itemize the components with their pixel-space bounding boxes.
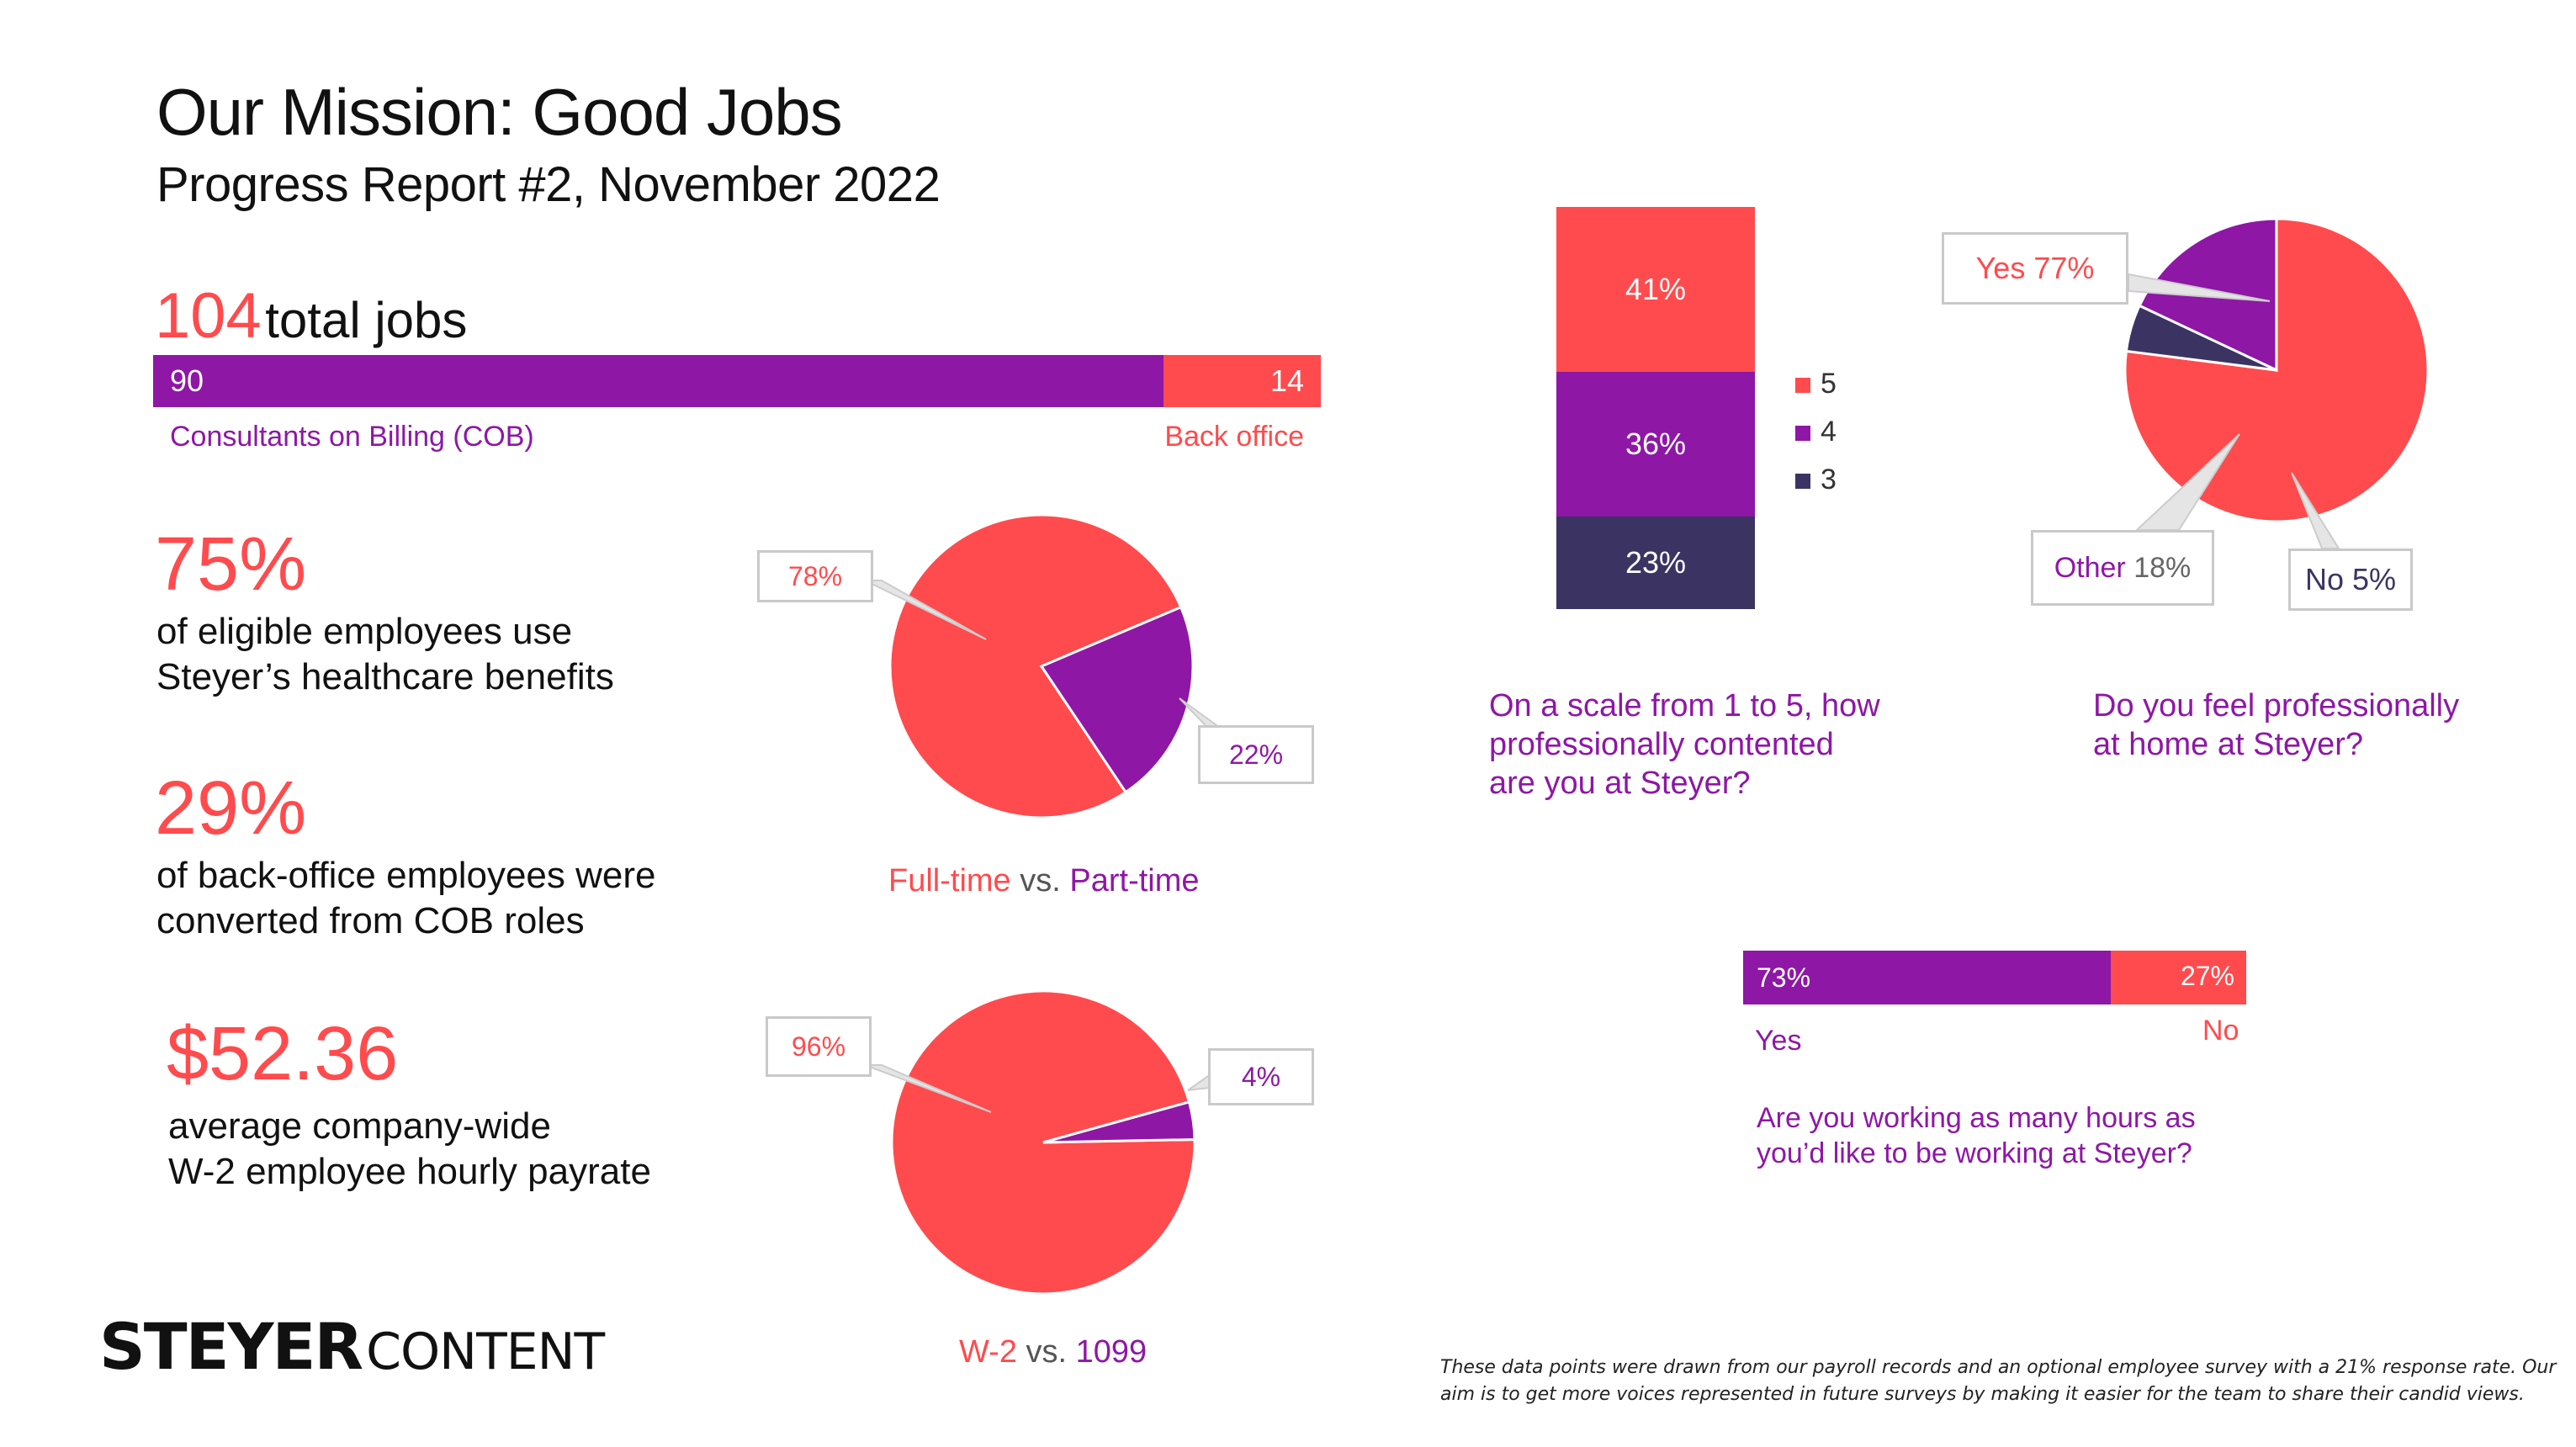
home-yes-callout-pointer <box>2128 273 2271 302</box>
contentment-legend: 5 4 3 <box>1795 360 1837 504</box>
cob-label: Consultants on Billing (COB) <box>170 421 534 453</box>
total-jobs-heading: 104 total jobs <box>155 279 467 352</box>
hours-yes-value: 73% <box>1757 962 1811 993</box>
cob-bar-segment: 90 <box>153 355 1163 407</box>
rating-3-segment: 23% <box>1556 517 1755 609</box>
steyer-content-logo: STEYER CONTENT <box>99 1309 605 1384</box>
fulltime-slice <box>888 513 1183 819</box>
home-yes-slice <box>2123 217 2430 523</box>
rating-5-value: 41% <box>1625 272 1687 306</box>
legend-swatch-5 <box>1795 378 1810 393</box>
payrate-stat-value: $52.36 <box>167 1012 399 1096</box>
rating-3-value: 23% <box>1625 545 1687 580</box>
total-jobs-label: total jobs <box>265 292 468 348</box>
hours-yes-segment: 73% <box>1743 951 2111 1004</box>
page-subtitle: Progress Report #2, November 2022 <box>156 157 941 212</box>
footnote: These data points were drawn from our pa… <box>1440 1357 2557 1405</box>
fulltime-pie-caption: Full-time vs. Part-time <box>888 863 1200 898</box>
home-other-callout: Other 18% <box>2031 530 2214 606</box>
payrate-stat-description: average company-wide W-2 employee hourly… <box>168 1105 651 1192</box>
hours-no-label: No <box>2202 1015 2239 1047</box>
cob-bar-value: 90 <box>170 363 204 398</box>
w2-pie-chart <box>864 989 1217 1296</box>
w2-callout: 96% <box>766 1016 872 1077</box>
back-office-bar-segment: 14 <box>1163 355 1321 407</box>
hours-no-value: 27% <box>2180 961 2234 991</box>
page-title: Our Mission: Good Jobs <box>156 75 843 149</box>
legend-item-3: 3 <box>1795 456 1837 504</box>
1099-slice <box>1042 1100 1196 1144</box>
rating-4-segment: 36% <box>1556 372 1755 517</box>
home-yes-callout: Yes 77% <box>1942 232 2128 305</box>
fulltime-callout: 78% <box>757 550 873 602</box>
total-jobs-bar: 90 14 <box>153 355 1321 407</box>
hours-bar: 73% 27% <box>1743 951 2246 1004</box>
hours-yes-label: Yes <box>1755 1025 1802 1057</box>
fulltime-pie-chart <box>864 513 1217 819</box>
contentment-question: On a scale from 1 to 5, how professional… <box>1489 688 1880 801</box>
rating-4-value: 36% <box>1625 427 1687 461</box>
fulltime-callout-pointer <box>864 580 987 640</box>
home-question: Do you feel professionally at home at St… <box>2093 688 2460 762</box>
converted-stat-description: of back-office employees were converted … <box>156 855 656 941</box>
legend-item-4: 4 <box>1795 408 1837 456</box>
converted-stat-value: 29% <box>155 766 307 851</box>
legend-swatch-3 <box>1795 474 1810 489</box>
logo-word-steyer: STEYER <box>99 1309 363 1384</box>
w2-callout-pointer <box>864 1064 992 1113</box>
home-no-callout: No 5% <box>2288 549 2413 611</box>
back-office-label: Back office <box>1164 421 1304 453</box>
1099-callout: 4% <box>1208 1048 1314 1105</box>
contentment-stacked-bar: 41% 36% 23% <box>1556 207 1755 609</box>
logo-word-content: CONTENT <box>366 1322 605 1381</box>
parttime-callout: 22% <box>1198 725 1314 784</box>
w2-pie-caption: W-2 vs. 1099 <box>959 1334 1148 1370</box>
healthcare-stat-value: 75% <box>155 522 307 607</box>
rating-5-segment: 41% <box>1556 207 1755 372</box>
healthcare-stat-description: of eligible employees use Steyer’s healt… <box>156 611 614 697</box>
parttime-slice <box>1039 605 1195 794</box>
hours-no-segment: 27% <box>2111 951 2246 1004</box>
total-jobs-number: 104 <box>155 280 262 352</box>
home-no-slice <box>2124 304 2277 372</box>
legend-swatch-4 <box>1795 426 1810 441</box>
home-pie-chart <box>2123 217 2430 549</box>
hours-question: Are you working as many hours as you’d l… <box>1757 1102 2196 1169</box>
legend-item-5: 5 <box>1795 360 1837 408</box>
back-office-bar-value: 14 <box>1269 363 1304 398</box>
